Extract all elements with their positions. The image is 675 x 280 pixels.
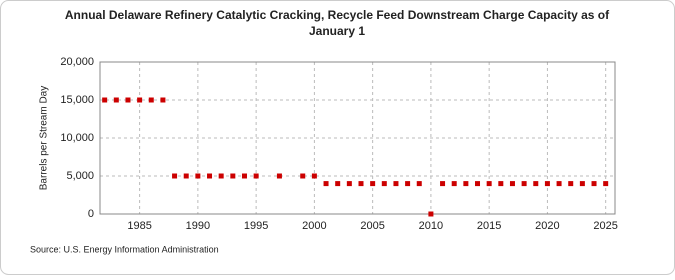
point (300, 173, 306, 179)
point (568, 181, 574, 187)
point (533, 181, 539, 187)
point (381, 181, 387, 187)
point (276, 173, 282, 179)
point (183, 173, 189, 179)
point (521, 181, 527, 187)
y-tick-label: 5,000 (66, 170, 94, 182)
y-tick-label: 15,000 (60, 94, 94, 106)
point (428, 211, 434, 217)
point (544, 181, 550, 187)
y-axis-label: Barrels per Stream Day (39, 86, 50, 190)
point (370, 181, 376, 187)
point (113, 97, 119, 103)
x-tick-label: 1985 (127, 220, 151, 232)
point (137, 97, 143, 103)
point (591, 181, 597, 187)
point (311, 173, 317, 179)
point (393, 181, 399, 187)
point (148, 97, 154, 103)
point (241, 173, 247, 179)
point (556, 181, 562, 187)
point (440, 181, 446, 187)
x-tick-label: 2000 (302, 220, 326, 232)
plot-border (99, 61, 616, 215)
point (579, 181, 585, 187)
point (509, 181, 515, 187)
point (218, 173, 224, 179)
x-tick-label: 2015 (477, 220, 501, 232)
point (358, 181, 364, 187)
point (125, 97, 131, 103)
point (486, 181, 492, 187)
point (230, 173, 236, 179)
point (253, 173, 259, 179)
chart-title: Annual Delaware Refinery Catalytic Crack… (65, 8, 610, 22)
y-tick-label: 20,000 (60, 56, 94, 68)
y-tick-label: 10,000 (60, 132, 94, 144)
source: Source: U.S. Energy Information Administ… (30, 244, 219, 254)
x-tick-label: 1990 (186, 220, 210, 232)
point (603, 181, 609, 187)
point (416, 181, 422, 187)
x-tick-label: 1995 (244, 220, 268, 232)
point (463, 181, 469, 187)
x-tick-label: 2005 (360, 220, 384, 232)
point (323, 181, 329, 187)
point (346, 181, 352, 187)
point (207, 173, 213, 179)
point (498, 181, 504, 187)
point (172, 173, 178, 179)
point (335, 181, 341, 187)
point (475, 181, 481, 187)
point (195, 173, 201, 179)
point (160, 97, 166, 103)
point (102, 97, 108, 103)
x-tick-label: 2020 (535, 220, 559, 232)
point (451, 181, 457, 187)
y-tick-label: 0 (88, 208, 94, 220)
x-tick-label: 2025 (593, 220, 617, 232)
chart-subtitle: January 1 (309, 24, 365, 38)
x-tick-label: 2010 (419, 220, 443, 232)
point (405, 181, 411, 187)
